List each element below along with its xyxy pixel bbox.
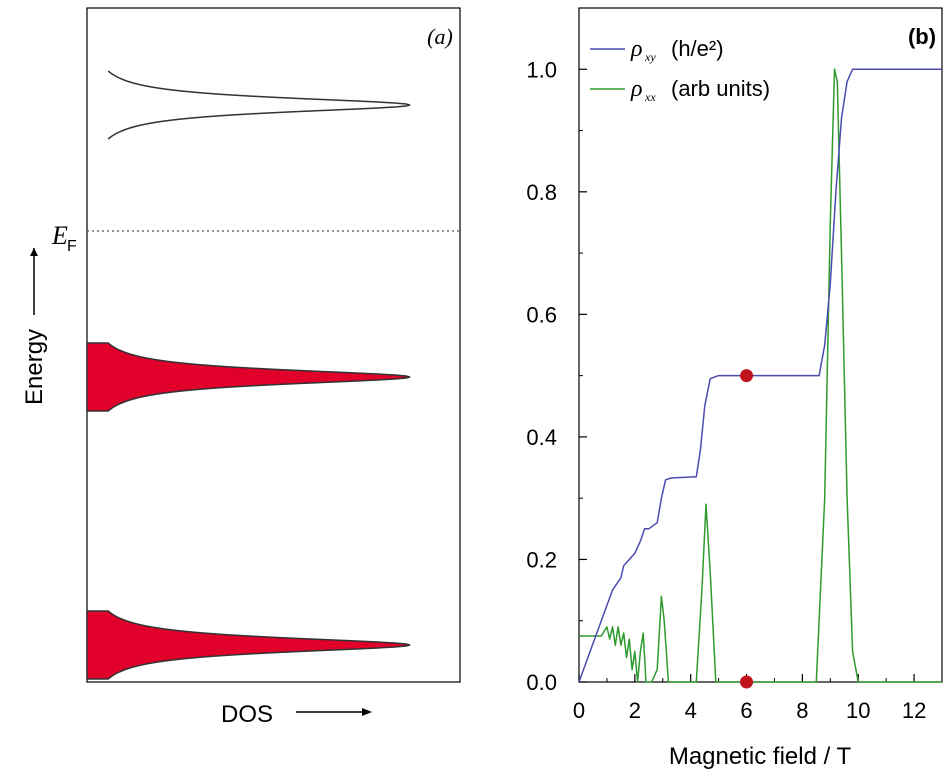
y-tick-label-0.2: 0.2 (526, 547, 557, 572)
legend-item-rho-xy: ρ xy (h/e²) (590, 36, 724, 64)
x-tick-label-10: 10 (846, 698, 870, 723)
dos-axis-label: DOS (221, 701, 372, 728)
marker-point-0 (740, 369, 754, 383)
legend-item-rho-xx: ρ xx (arb units) (590, 76, 770, 104)
panel-b: (b) 0 2 4 6 8 10 12 0.0 0.2 0.4 0.6 0.8 1.0 ρ xy (h/… (526, 7, 943, 770)
x-tick-label-6: 6 (740, 698, 752, 723)
marker-point-1 (740, 675, 754, 689)
y-tick-label-0.0: 0.0 (526, 670, 557, 695)
dos-arrow-head (362, 708, 372, 716)
energy-label-text: Energy (21, 329, 48, 405)
legend-text-rho-xy: (h/e²) (671, 36, 724, 61)
dos-peak-filled-2 (86, 610, 411, 680)
panel-a-label: (a) (427, 24, 453, 49)
legend-symbol-rho-xy: ρ (630, 36, 643, 62)
x-tick-label-0: 0 (573, 698, 585, 723)
energy-axis-label: Energy (21, 248, 48, 405)
x-tick-label-2: 2 (629, 698, 641, 723)
legend: ρ xy (h/e²) ρ xx (arb units) (590, 36, 770, 104)
energy-arrow-head (30, 248, 38, 256)
dos-peaks (86, 70, 411, 680)
legend-symbol-rho-xx: ρ (630, 76, 643, 102)
x-tick-label-4: 4 (685, 698, 697, 723)
panel-b-axes: 0 2 4 6 8 10 12 0.0 0.2 0.4 0.6 0.8 1.0 (526, 57, 926, 723)
y-tick-label-0.4: 0.4 (526, 425, 557, 450)
legend-sub-rho-xy: xy (644, 50, 656, 64)
panel-b-series (578, 68, 942, 689)
series-rho-xx-line (579, 68, 942, 683)
fermi-label: E (51, 221, 68, 250)
y-tick-label-0.8: 0.8 (526, 180, 557, 205)
panel-a: (a) E F Energy DOS (21, 7, 461, 728)
x-tick-label-12: 12 (902, 698, 926, 723)
dos-peak-filled-1 (86, 342, 411, 412)
legend-text-rho-xx: (arb units) (671, 76, 770, 101)
dos-label-text: DOS (221, 701, 273, 728)
panel-b-label: (b) (908, 24, 936, 49)
series-rho-xy-line (578, 68, 942, 683)
legend-sub-rho-xx: xx (644, 90, 656, 104)
panel-a-frame (86, 7, 461, 683)
fermi-label-subscript: F (67, 238, 77, 255)
y-tick-label-0.6: 0.6 (526, 302, 557, 327)
x-tick-label-8: 8 (796, 698, 808, 723)
panel-b-frame (578, 7, 943, 683)
x-axis-title: Magnetic field / T (669, 743, 852, 770)
dos-peak-empty-0 (107, 70, 411, 140)
y-tick-label-1.0: 1.0 (526, 57, 557, 82)
